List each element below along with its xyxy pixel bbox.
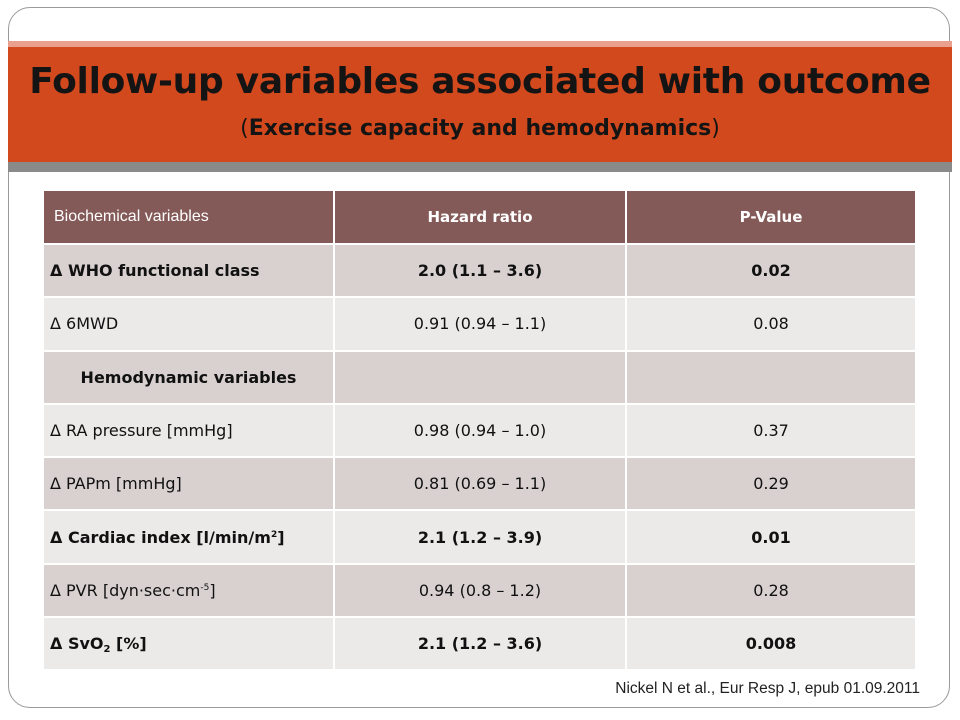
row-p-value: 0.008 bbox=[626, 617, 915, 672]
row-label-text: Δ SvO bbox=[50, 634, 104, 654]
title-underline bbox=[8, 162, 952, 172]
header-p-value: P-Value bbox=[626, 191, 915, 245]
row-label: Δ Cardiac index [l/min/m2] bbox=[44, 510, 335, 565]
row-hazard-ratio: 0.81 (0.69 – 1.1) bbox=[334, 457, 627, 512]
row-label-suffix: ] bbox=[209, 580, 216, 600]
row-p-value: 0.29 bbox=[626, 457, 915, 512]
row-label: Δ PVR [dyn·sec·cm-5] bbox=[44, 563, 335, 619]
citation: Nickel N et al., Eur Resp J, epub 01.09.… bbox=[615, 680, 920, 697]
table-row: Δ WHO functional class 2.0 (1.1 – 3.6) 0… bbox=[44, 244, 915, 299]
row-label-superscript: 2 bbox=[270, 529, 278, 540]
row-label-suffix: ] bbox=[277, 527, 285, 547]
table-row: Δ PAPm [mmHg] 0.81 (0.69 – 1.1) 0.29 bbox=[44, 457, 915, 512]
row-hazard-ratio: 0.98 (0.94 – 1.0) bbox=[334, 403, 627, 459]
section-empty-cell bbox=[626, 350, 915, 405]
row-p-value: 0.01 bbox=[626, 510, 915, 565]
row-hazard-ratio: 0.94 (0.8 – 1.2) bbox=[334, 563, 627, 619]
row-label-suffix: [%] bbox=[110, 634, 147, 654]
row-label-superscript: -5 bbox=[200, 582, 210, 593]
subtitle-close-paren: ) bbox=[711, 116, 720, 141]
row-p-value: 0.37 bbox=[626, 403, 915, 459]
section-empty-cell bbox=[334, 350, 627, 405]
row-label: Δ 6MWD bbox=[44, 297, 335, 352]
row-label: Δ PAPm [mmHg] bbox=[44, 457, 335, 512]
title-bar bbox=[8, 47, 952, 162]
row-label-text: Δ PVR [dyn·sec·cm bbox=[50, 580, 201, 600]
header-hazard-ratio: Hazard ratio bbox=[334, 191, 627, 245]
header-variable: Biochemical variables bbox=[44, 191, 335, 245]
row-p-value: 0.02 bbox=[626, 244, 915, 299]
row-label: Δ WHO functional class bbox=[44, 244, 335, 299]
results-table: Biochemical variables Hazard ratio P-Val… bbox=[44, 191, 915, 672]
row-hazard-ratio: 2.1 (1.2 – 3.9) bbox=[334, 510, 627, 565]
subtitle-text: Exercise capacity and hemodynamics bbox=[248, 116, 712, 141]
row-label-subscript: 2 bbox=[103, 644, 111, 656]
row-p-value: 0.08 bbox=[626, 297, 915, 352]
title-accent-stripe bbox=[8, 41, 952, 49]
row-label: Δ RA pressure [mmHg] bbox=[44, 403, 335, 459]
subtitle-open-paren: ( bbox=[240, 116, 249, 141]
table-row: Δ PVR [dyn·sec·cm-5] 0.94 (0.8 – 1.2) 0.… bbox=[44, 563, 915, 619]
row-hazard-ratio: 0.91 (0.94 – 1.1) bbox=[334, 297, 627, 352]
table-row: Δ SvO2 [%] 2.1 (1.2 – 3.6) 0.008 bbox=[44, 617, 915, 672]
table-row: Δ RA pressure [mmHg] 0.98 (0.94 – 1.0) 0… bbox=[44, 403, 915, 459]
slide-subtitle: (Exercise capacity and hemodynamics) bbox=[8, 114, 952, 144]
row-hazard-ratio: 2.1 (1.2 – 3.6) bbox=[334, 617, 627, 672]
row-hazard-ratio: 2.0 (1.1 – 3.6) bbox=[334, 244, 627, 299]
table-row: Δ Cardiac index [l/min/m2] 2.1 (1.2 – 3.… bbox=[44, 510, 915, 565]
row-p-value: 0.28 bbox=[626, 563, 915, 619]
row-label: Δ SvO2 [%] bbox=[44, 617, 335, 672]
table-section-row: Hemodynamic variables bbox=[44, 350, 915, 405]
table-row: Δ 6MWD 0.91 (0.94 – 1.1) 0.08 bbox=[44, 297, 915, 352]
section-label: Hemodynamic variables bbox=[44, 350, 335, 405]
row-label-text: Δ Cardiac index [l/min/m bbox=[50, 527, 271, 547]
table-header-row: Biochemical variables Hazard ratio P-Val… bbox=[44, 191, 915, 245]
slide-title: Follow-up variables associated with outc… bbox=[29, 61, 931, 102]
